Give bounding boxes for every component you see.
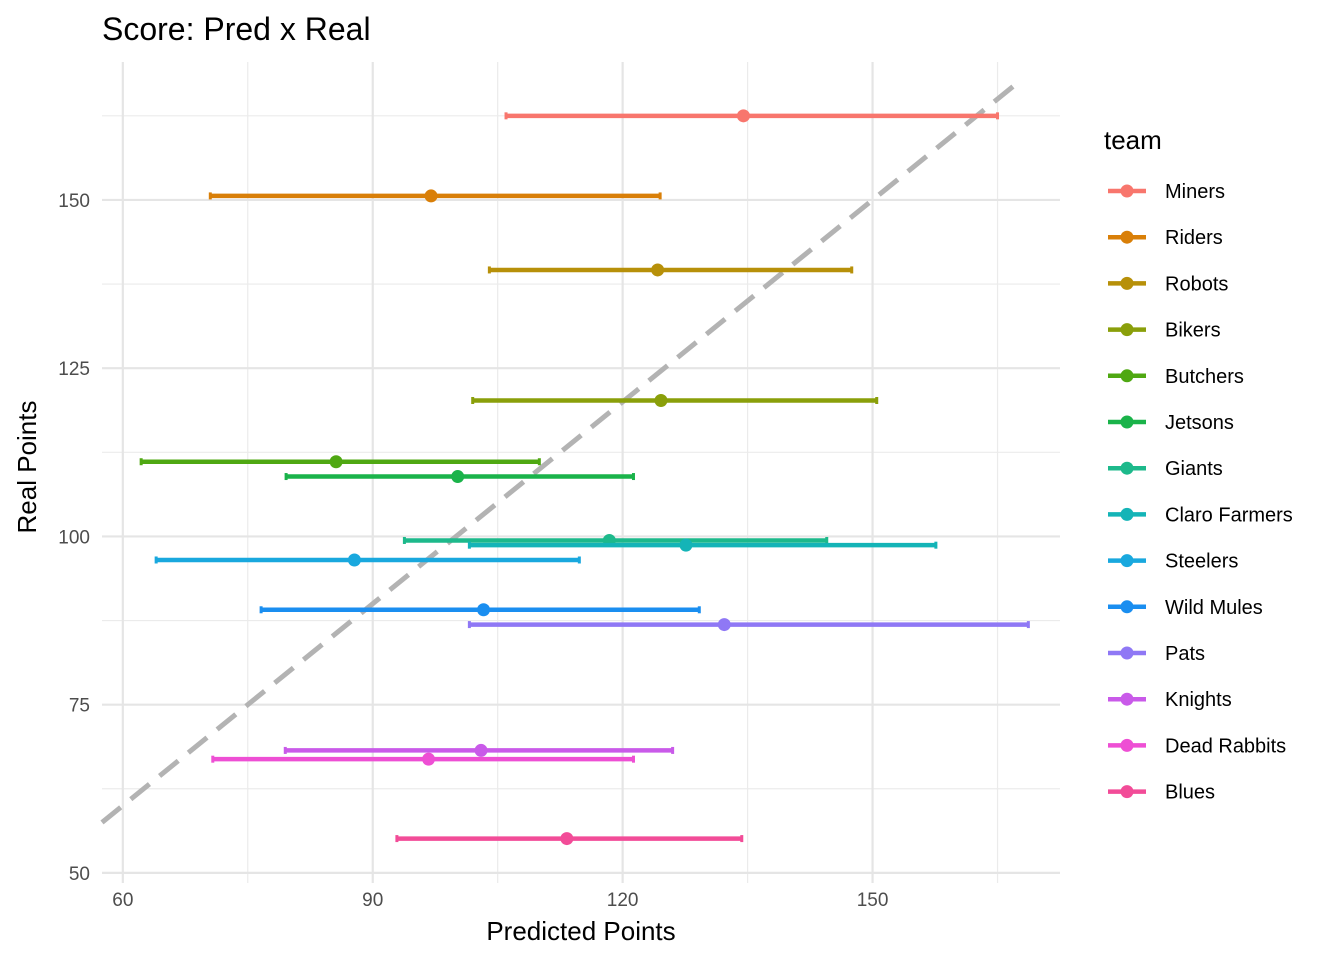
legend-title: team bbox=[1104, 125, 1162, 155]
data-point bbox=[474, 743, 488, 757]
legend-label: Pats bbox=[1165, 643, 1205, 665]
legend-item: Pats bbox=[1108, 643, 1205, 665]
y-axis-ticks: 50 75 100 125 150 bbox=[58, 191, 90, 885]
y-tick-label: 50 bbox=[69, 864, 90, 885]
legend-label: Dead Rabbits bbox=[1165, 735, 1286, 757]
x-tick-label: 90 bbox=[362, 890, 383, 911]
legend-item: Miners bbox=[1108, 181, 1225, 203]
data-point bbox=[329, 455, 343, 469]
data-point bbox=[477, 603, 491, 617]
legend-label: Blues bbox=[1165, 782, 1215, 804]
legend-item: Jetsons bbox=[1108, 412, 1234, 434]
legend-items: Miners Riders Robots Bikers Butchers Jetsons G… bbox=[1108, 181, 1293, 804]
legend-label: Butchers bbox=[1165, 366, 1244, 388]
series-jetsons bbox=[284, 470, 635, 484]
legend-item: Dead Rabbits bbox=[1108, 735, 1286, 757]
legend-key-point bbox=[1120, 369, 1134, 383]
series-knights bbox=[283, 743, 675, 757]
series-steelers bbox=[154, 553, 581, 567]
legend-key-point bbox=[1120, 461, 1134, 475]
legend: team Miners Riders Robots Bikers Butchers Jet… bbox=[1104, 125, 1293, 804]
legend-item: Wild Mules bbox=[1108, 597, 1263, 619]
series-robots bbox=[487, 263, 854, 277]
legend-item: Bikers bbox=[1108, 320, 1221, 342]
major-gridlines bbox=[102, 62, 1060, 883]
data-point bbox=[347, 553, 361, 567]
legend-label: Miners bbox=[1165, 181, 1225, 203]
series-blues bbox=[395, 832, 744, 846]
series-dead-rabbits bbox=[211, 752, 635, 766]
data-point bbox=[451, 470, 465, 484]
legend-label: Giants bbox=[1165, 458, 1223, 480]
x-tick-label: 120 bbox=[607, 890, 639, 911]
series-miners bbox=[504, 109, 1000, 123]
data-marks bbox=[139, 109, 1030, 846]
data-point bbox=[679, 538, 693, 552]
series-wild-mules bbox=[259, 603, 701, 617]
data-point bbox=[651, 263, 665, 277]
x-tick-label: 60 bbox=[112, 890, 133, 911]
legend-key-point bbox=[1120, 230, 1134, 244]
legend-key-point bbox=[1120, 692, 1134, 706]
y-tick-label: 150 bbox=[58, 191, 90, 212]
x-tick-label: 150 bbox=[857, 890, 889, 911]
x-axis-title: Predicted Points bbox=[486, 916, 675, 946]
legend-item: Giants bbox=[1108, 458, 1223, 480]
legend-label: Claro Farmers bbox=[1165, 504, 1293, 526]
legend-item: Knights bbox=[1108, 689, 1232, 711]
reference-line bbox=[100, 83, 1016, 825]
legend-key-point bbox=[1120, 507, 1134, 521]
legend-key-point bbox=[1120, 415, 1134, 429]
legend-label: Riders bbox=[1165, 227, 1223, 249]
data-point bbox=[424, 189, 438, 203]
legend-key-point bbox=[1120, 646, 1134, 660]
legend-item: Butchers bbox=[1108, 366, 1244, 388]
y-tick-label: 125 bbox=[58, 359, 90, 380]
legend-key-point bbox=[1120, 738, 1134, 752]
legend-label: Wild Mules bbox=[1165, 597, 1263, 619]
legend-label: Knights bbox=[1165, 689, 1232, 711]
data-point bbox=[736, 109, 750, 123]
chart-title: Score: Pred x Real bbox=[102, 11, 371, 47]
reference-line-group bbox=[100, 83, 1016, 825]
legend-item: Claro Farmers bbox=[1108, 504, 1293, 526]
x-axis-ticks: 60 90 120 150 bbox=[112, 890, 888, 911]
legend-label: Steelers bbox=[1165, 551, 1238, 573]
legend-item: Steelers bbox=[1108, 551, 1238, 573]
legend-key-point bbox=[1120, 785, 1134, 799]
legend-key-point bbox=[1120, 184, 1134, 198]
legend-label: Bikers bbox=[1165, 320, 1221, 342]
legend-item: Robots bbox=[1108, 273, 1228, 295]
y-axis-title: Real Points bbox=[12, 401, 42, 534]
data-point bbox=[717, 618, 731, 632]
data-point bbox=[654, 393, 668, 407]
series-claro-farmers bbox=[467, 538, 938, 552]
legend-item: Riders bbox=[1108, 227, 1223, 249]
series-butchers bbox=[139, 455, 541, 469]
series-bikers bbox=[471, 393, 879, 407]
series-riders bbox=[208, 189, 662, 203]
legend-key-point bbox=[1120, 554, 1134, 568]
legend-item: Blues bbox=[1108, 782, 1215, 804]
legend-key-point bbox=[1120, 323, 1134, 337]
legend-label: Jetsons bbox=[1165, 412, 1234, 434]
y-tick-label: 75 bbox=[69, 696, 90, 717]
data-point bbox=[422, 752, 436, 766]
legend-key-point bbox=[1120, 600, 1134, 614]
legend-key-point bbox=[1120, 276, 1134, 290]
y-tick-label: 100 bbox=[58, 527, 90, 548]
legend-label: Robots bbox=[1165, 273, 1228, 295]
plot-panel bbox=[100, 62, 1060, 883]
series-pats bbox=[467, 618, 1030, 632]
data-point bbox=[560, 832, 574, 846]
